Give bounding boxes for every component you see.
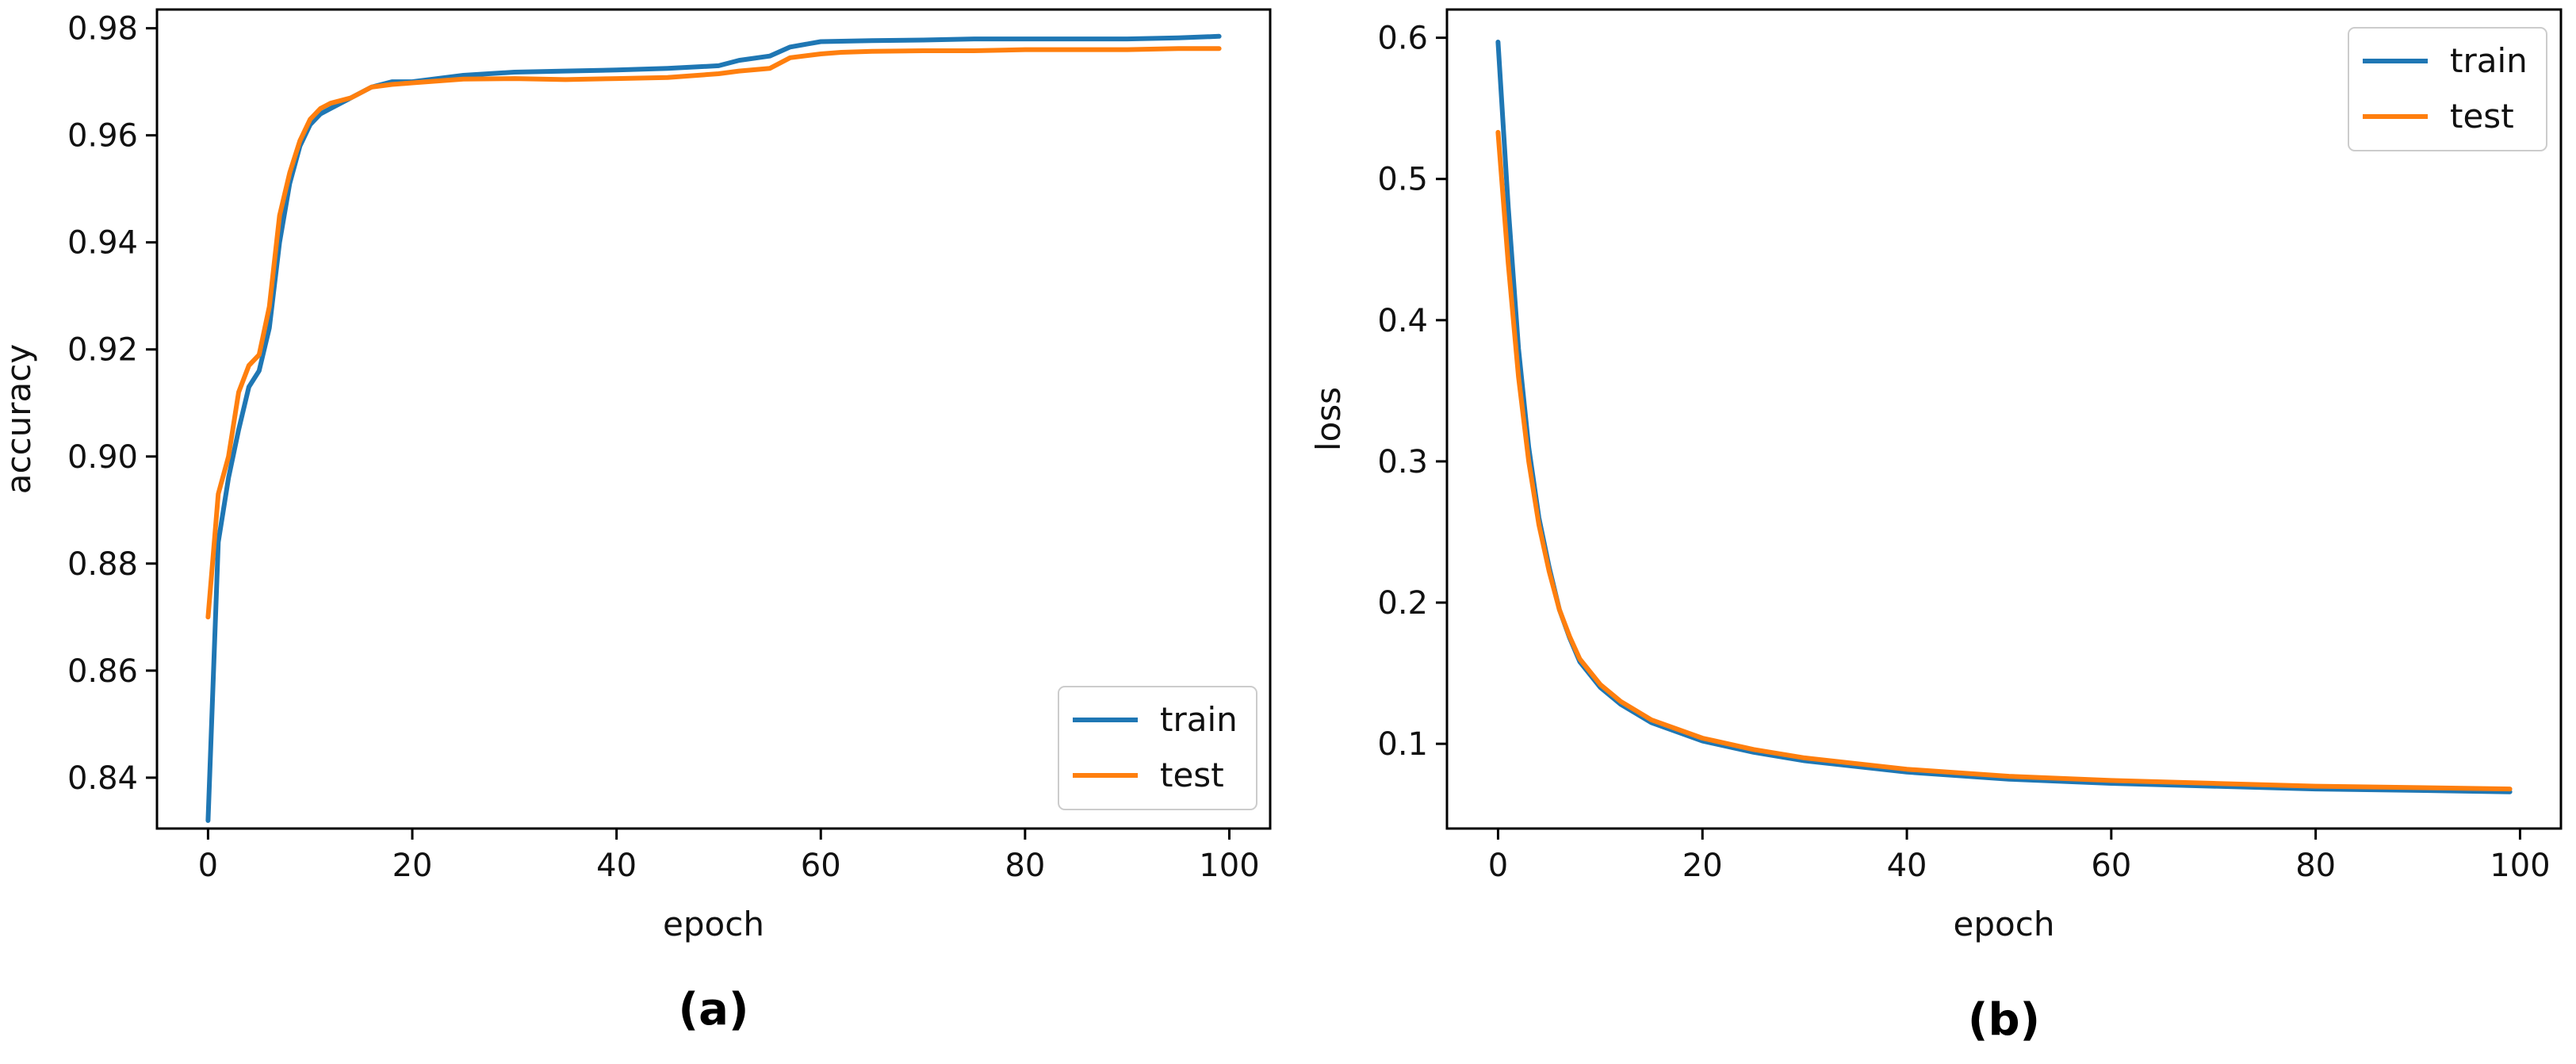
x-tick-label: 80 [2295, 848, 2336, 884]
y-tick-label: 0.3 [1377, 444, 1428, 480]
series-line-test [1495, 129, 2513, 792]
x-tick-label: 100 [1199, 848, 1259, 884]
chart-panel-a: 0 20 40 60 80 100 0.84 0.86 0.88 0.90 0.92 0.94 0.96… [0, 8, 1272, 1035]
panel-label: (b) [1968, 994, 2040, 1046]
y-tick-label: 0.4 [1377, 303, 1428, 339]
x-tick-label: 0 [198, 848, 218, 884]
y-tick-label: 0.2 [1377, 585, 1428, 622]
chart-panel-b: 0 20 40 60 80 100 0.1 0.2 0.3 0.4 0.5 0.6 epoch loss t… [1309, 8, 2563, 1046]
y-axis-label: accuracy [0, 344, 38, 495]
y-tick-label: 0.96 [67, 118, 138, 155]
panel-label: (a) [679, 984, 749, 1035]
y-tick-label: 0.88 [67, 546, 138, 583]
series-line-test [205, 46, 1222, 620]
y-tick-label: 0.1 [1377, 726, 1428, 763]
legend-box [1058, 686, 1257, 810]
y-tick-label: 0.98 [67, 11, 138, 48]
series-line-train [205, 33, 1222, 823]
legend-label-train: train [2450, 41, 2528, 80]
x-tick-label: 20 [392, 848, 433, 884]
x-tick-label: 20 [1682, 848, 1723, 884]
y-tick-label: 0.90 [67, 439, 138, 476]
legend-label-test: test [1160, 756, 1224, 794]
series-line-train [1495, 40, 2513, 794]
axes-frame [155, 8, 1272, 830]
x-tick-label: 80 [1005, 848, 1045, 884]
x-tick-label: 0 [1488, 848, 1508, 884]
y-tick-label: 0.84 [67, 760, 138, 797]
x-tick-label: 40 [596, 848, 637, 884]
x-tick-label: 100 [2490, 848, 2550, 884]
legend-box [2348, 27, 2547, 151]
y-tick-label: 0.6 [1377, 21, 1428, 57]
axes-frame [1445, 8, 2563, 830]
x-axis-label: epoch [1954, 905, 2055, 943]
y-tick-label: 0.5 [1377, 162, 1428, 198]
x-tick-label: 60 [801, 848, 841, 884]
legend: train test [1058, 686, 1257, 810]
y-tick-label: 0.86 [67, 653, 138, 690]
x-axis-label: epoch [663, 905, 764, 943]
x-tick-label: 40 [1887, 848, 1927, 884]
y-tick-label: 0.92 [67, 332, 138, 369]
x-tick-label: 60 [2091, 848, 2131, 884]
y-axis-label: loss [1309, 387, 1348, 451]
legend: train test [2348, 27, 2547, 151]
legend-label-train: train [1160, 700, 1238, 739]
y-tick-label: 0.94 [67, 225, 138, 262]
legend-label-test: test [2450, 97, 2514, 136]
